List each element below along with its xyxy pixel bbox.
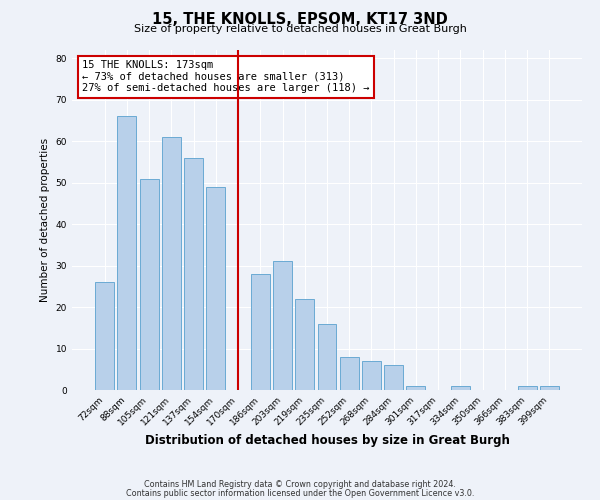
Text: Size of property relative to detached houses in Great Burgh: Size of property relative to detached ho…: [134, 24, 466, 34]
Bar: [251, 274, 270, 390]
Bar: [118, 116, 136, 390]
Text: Contains public sector information licensed under the Open Government Licence v3: Contains public sector information licen…: [126, 489, 474, 498]
Bar: [295, 299, 314, 390]
Text: 15 THE KNOLLS: 173sqm
← 73% of detached houses are smaller (313)
27% of semi-det: 15 THE KNOLLS: 173sqm ← 73% of detached …: [82, 60, 370, 94]
Bar: [384, 365, 403, 390]
Text: Contains HM Land Registry data © Crown copyright and database right 2024.: Contains HM Land Registry data © Crown c…: [144, 480, 456, 489]
Bar: [406, 386, 425, 390]
Bar: [273, 262, 292, 390]
Bar: [162, 137, 181, 390]
Bar: [140, 178, 158, 390]
Bar: [451, 386, 470, 390]
Text: 15, THE KNOLLS, EPSOM, KT17 3ND: 15, THE KNOLLS, EPSOM, KT17 3ND: [152, 12, 448, 28]
X-axis label: Distribution of detached houses by size in Great Burgh: Distribution of detached houses by size …: [145, 434, 509, 447]
Y-axis label: Number of detached properties: Number of detached properties: [40, 138, 50, 302]
Bar: [317, 324, 337, 390]
Bar: [518, 386, 536, 390]
Bar: [184, 158, 203, 390]
Bar: [206, 187, 225, 390]
Bar: [340, 357, 359, 390]
Bar: [540, 386, 559, 390]
Bar: [95, 282, 114, 390]
Bar: [362, 361, 381, 390]
